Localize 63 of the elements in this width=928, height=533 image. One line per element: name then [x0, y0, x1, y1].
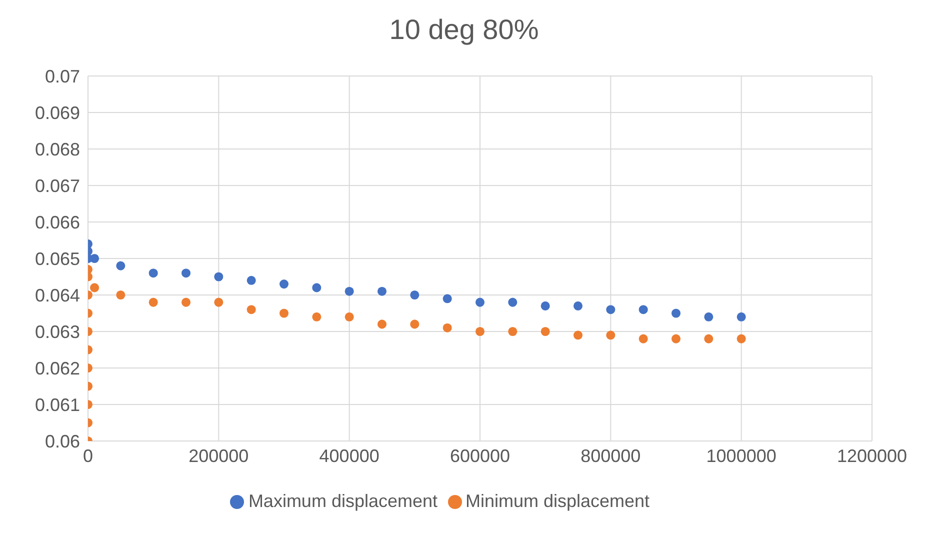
point [410, 290, 420, 300]
point [90, 254, 100, 264]
point [638, 334, 648, 344]
y-tick-label: 0.063 [34, 322, 80, 342]
point [181, 298, 191, 307]
legend-label: Minimum displacement [466, 491, 650, 511]
point [312, 283, 322, 292]
point [508, 326, 518, 336]
point [246, 305, 256, 314]
point [410, 320, 420, 329]
point [116, 290, 126, 300]
point [442, 323, 452, 332]
point [704, 312, 714, 322]
point [475, 326, 485, 336]
point [214, 272, 224, 282]
chart-title: 10 deg 80% [388, 13, 540, 47]
point [475, 298, 485, 307]
point [671, 334, 681, 344]
point [540, 301, 550, 310]
point [312, 312, 322, 322]
point [736, 334, 746, 344]
point [540, 326, 550, 336]
point [377, 286, 387, 296]
point [573, 330, 583, 340]
point [508, 298, 518, 307]
point [90, 283, 100, 292]
point [736, 312, 746, 322]
point [279, 308, 289, 318]
point [377, 320, 387, 329]
point [704, 334, 714, 344]
point [344, 286, 354, 296]
y-tick-label: 0.065 [34, 248, 80, 269]
y-tick-label: 0.066 [34, 212, 80, 232]
point [573, 301, 583, 310]
x-tick-label: 800000 [580, 446, 641, 466]
point [638, 305, 648, 314]
x-tick-label: 0 [82, 446, 94, 466]
point [246, 276, 256, 285]
y-tick-label: 0.062 [34, 358, 80, 378]
y-tick-label: 0.067 [34, 176, 80, 196]
point [606, 330, 616, 340]
x-tick-label: 600000 [450, 446, 510, 466]
point [148, 268, 158, 278]
point [214, 298, 224, 307]
y-tick-label: 0.068 [34, 139, 80, 160]
point [671, 308, 681, 318]
point [344, 312, 354, 322]
y-tick-label: 0.061 [34, 394, 80, 415]
x-tick-label: 400000 [319, 446, 380, 466]
y-tick-label: 0.064 [34, 285, 80, 306]
x-tick-label: 1200000 [836, 446, 908, 466]
y-tick-label: 0.06 [44, 431, 80, 452]
point [181, 268, 191, 278]
y-tick-label: 0.069 [34, 102, 80, 123]
point [279, 280, 289, 289]
x-tick-label: 200000 [188, 446, 249, 466]
legend-label: Maximum displacement [248, 491, 438, 511]
point [606, 305, 616, 314]
y-tick-label: 0.07 [44, 66, 80, 86]
point [148, 298, 158, 307]
x-tick-label: 1000000 [706, 446, 776, 466]
point [116, 261, 126, 270]
point [442, 294, 452, 304]
